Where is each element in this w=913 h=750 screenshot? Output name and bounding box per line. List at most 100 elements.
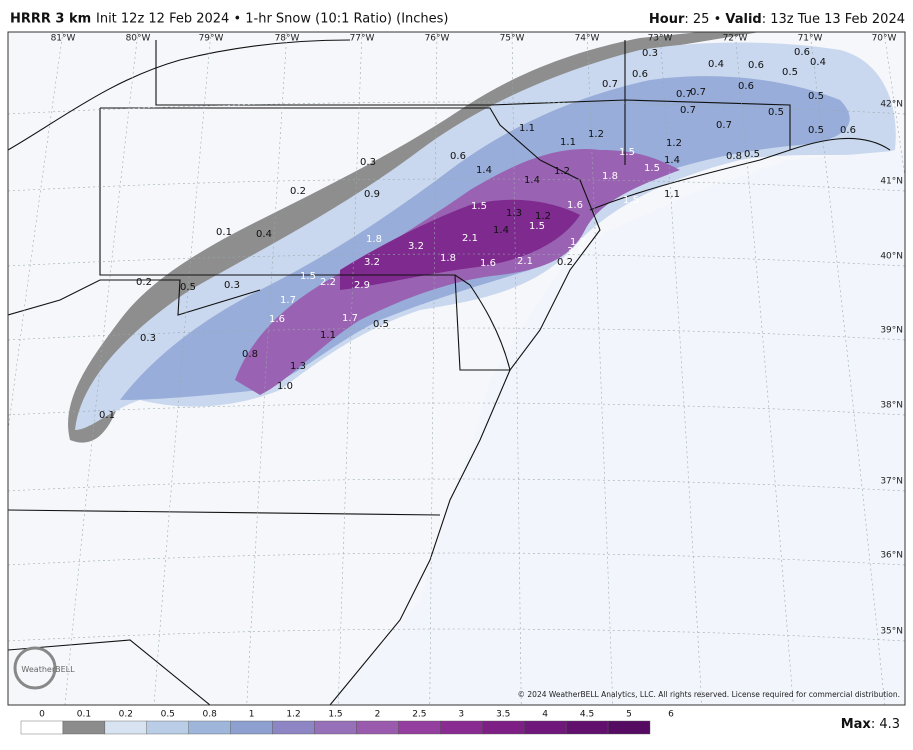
snow-value: 3.3: [567, 246, 583, 257]
meridian: [659, 32, 703, 705]
model-name: HRRR 3 km: [10, 12, 91, 27]
parallel: [8, 402, 905, 416]
meridian: [511, 32, 522, 705]
snow-value: 0.8: [242, 349, 258, 360]
latitude-label: 41°N: [880, 177, 903, 187]
snow-value: 0.5: [768, 107, 784, 118]
valid-label: Valid: [725, 12, 761, 27]
snow-value: 0.8: [726, 151, 742, 162]
longitude-label: 78°W: [275, 34, 300, 44]
colorbar-label: 0.2: [119, 710, 133, 720]
meridian: [586, 32, 614, 705]
colorbar-swatch: [482, 720, 525, 735]
snow-value: 0.3: [224, 280, 240, 291]
latitude-label: 37°N: [880, 477, 903, 487]
copyright: © 2024 WeatherBELL Analytics, LLC. All r…: [518, 690, 900, 699]
snow-value: 0.5: [744, 149, 760, 160]
meridian: [64, 32, 139, 705]
heaviest-snow: [340, 199, 580, 290]
longitude-label: 73°W: [648, 34, 673, 44]
snow-value: 0.6: [794, 47, 810, 58]
snow-value: 0.1: [99, 410, 115, 421]
latitude-label: 42°N: [880, 100, 903, 110]
colorbar-swatch: [188, 720, 231, 735]
snow-value: 1.1: [320, 330, 336, 341]
snow-value: 1.4: [664, 155, 680, 166]
meridian: [429, 32, 438, 705]
colorbar-label: 0.1: [77, 710, 91, 720]
colorbar-swatch: [356, 720, 399, 735]
parallel: [8, 253, 905, 267]
snow-value: 0.7: [602, 79, 618, 90]
snow-value: 1.5: [529, 221, 545, 232]
max-number: : 4.3: [871, 717, 900, 732]
colorbar-label: 4: [542, 710, 548, 720]
snow-value: 0.4: [256, 229, 272, 240]
colorbar-swatch: [398, 720, 441, 735]
longitude-label: 71°W: [798, 34, 823, 44]
snow-value: 0.6: [632, 69, 648, 80]
colorbar-swatch: [565, 720, 609, 735]
long-island-coast: [589, 137, 891, 211]
ocean: [330, 150, 905, 705]
colorbar-label: 3: [458, 710, 464, 720]
snow-value: 1.4: [476, 165, 492, 176]
longitude-label: 76°W: [425, 34, 450, 44]
snow-value: 0.2: [290, 186, 306, 197]
snow-value: 1.7: [280, 295, 296, 306]
max-value: Max: 4.3: [841, 717, 900, 732]
meridian: [809, 32, 886, 705]
latitude-label: 35°N: [880, 627, 903, 637]
meridian: [246, 32, 288, 705]
snow-value: 1.6: [567, 200, 583, 211]
snow-value: 0.5: [808, 91, 824, 102]
meridian: [8, 32, 64, 434]
colorbar-label: 1: [249, 710, 255, 720]
snow-value: 1.6: [269, 314, 285, 325]
latitude-label: 38°N: [880, 401, 903, 411]
graticule: [8, 32, 905, 705]
parallel: [8, 552, 905, 566]
snow-value: 1.7: [342, 313, 358, 324]
lake-erie-shore: [8, 39, 351, 151]
parallel: [8, 178, 905, 192]
logo-swirl: [13, 646, 57, 690]
snow-value: 0.6: [840, 125, 856, 136]
nc-sc: [8, 639, 211, 705]
snow-value: 1.1: [664, 189, 680, 200]
max-label: Max: [841, 717, 872, 732]
colorbar-swatch: [146, 720, 189, 735]
colorbar-swatch: [524, 720, 567, 735]
colorbar-swatch: [230, 720, 273, 735]
snow-value: 1.6: [480, 258, 496, 269]
snow-value: 2.1: [517, 256, 533, 267]
latitude-label: 40°N: [880, 252, 903, 262]
map-description: Init 12z 12 Feb 2024 • 1-hr Snow (10:1 R…: [96, 12, 449, 27]
hour-value: : 25 •: [684, 12, 725, 27]
snow-value: 0.7: [690, 87, 706, 98]
longitude-label: 74°W: [575, 34, 600, 44]
colorbar-label: 2: [375, 710, 381, 720]
snow-value: 1.2: [588, 129, 604, 140]
map: [7, 31, 906, 706]
snow-value: 0.3: [360, 157, 376, 168]
colorbar-label: 6: [668, 710, 674, 720]
parallel: [8, 628, 905, 642]
longitude-label: 79°W: [199, 34, 224, 44]
meridian: [153, 32, 212, 705]
map-value-labels: 0.3 0.60.4 0.60.50.40.60.70.70.70.60.50.70…: [99, 47, 856, 421]
snow-value: 0.4: [708, 59, 724, 70]
snow-value: 0.2: [136, 277, 152, 288]
snow-value: 0.4: [810, 57, 826, 68]
snow-value: 1.0: [277, 381, 293, 392]
longitude-label: 80°W: [126, 34, 151, 44]
snow-value: 0.5: [180, 282, 196, 293]
snow-value: 1.5: [300, 271, 316, 282]
valid-time: Hour: 25 • Valid: 13z Tue 13 Feb 2024: [649, 12, 905, 27]
snow-value: 1.5: [644, 163, 660, 174]
parallel: [8, 327, 905, 341]
snow-value: 0.5: [373, 319, 389, 330]
snow-value: 3.2: [364, 257, 380, 268]
snow-value: 1.5: [619, 147, 635, 158]
snow-value: 0.5: [782, 67, 798, 78]
